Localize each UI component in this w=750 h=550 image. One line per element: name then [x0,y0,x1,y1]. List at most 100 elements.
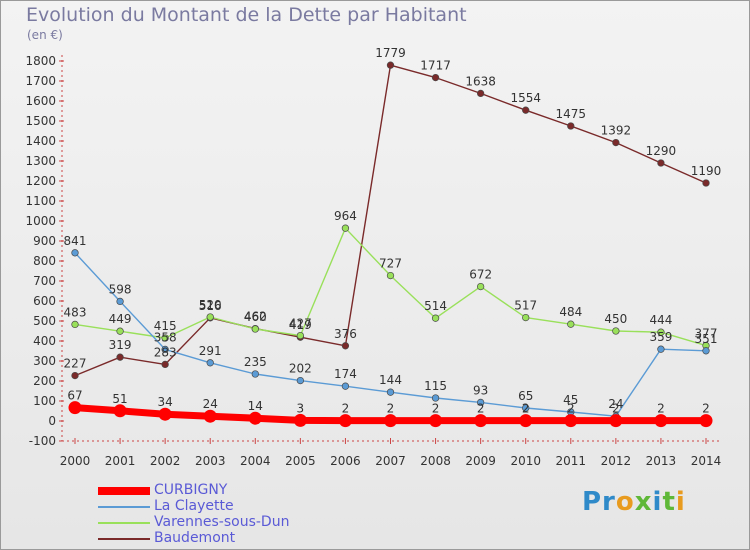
data-point [612,138,620,147]
data-label: 144 [379,373,402,387]
data-point [206,313,214,321]
data-point [657,345,665,353]
x-tick-label: 2004 [240,454,271,468]
data-label: 1779 [375,46,406,60]
x-tick-label: 2003 [195,454,226,468]
data-label: 115 [424,379,447,393]
y-tick-label: 300 [33,354,56,368]
data-point [384,414,397,428]
data-point [161,360,169,369]
legend-label: La Clayette [154,498,234,514]
data-label: 2 [567,402,575,416]
y-tick-label: 1200 [25,174,56,188]
data-point [71,371,79,380]
data-label: 419 [289,318,312,332]
y-tick-label: 200 [33,374,56,388]
data-label: 1638 [465,74,496,88]
data-point [702,179,710,187]
data-label: 174 [334,367,357,381]
data-label: 358 [154,330,177,344]
data-point [386,271,395,280]
legend-item: Varennes-sous-Dun [98,514,318,531]
legend-item: La Clayette [98,498,318,515]
data-label: 1190 [691,164,722,178]
data-label: 450 [604,312,627,326]
data-label: 14 [248,399,263,413]
data-point [429,414,443,428]
data-label: 3 [297,401,305,415]
x-tick-label: 2000 [60,454,91,468]
legend-swatch [98,538,150,540]
y-tick-label: 1800 [25,54,56,68]
data-point [612,327,620,335]
legend-label: Varennes-sous-Dun [154,514,290,530]
y-tick-label: 800 [33,254,56,268]
x-tick-label: 2007 [375,454,406,468]
data-label: 51 [112,392,127,406]
data-point [519,414,533,428]
data-label: 598 [109,282,132,296]
data-point [251,325,259,333]
data-label: 2 [612,402,620,416]
data-point [522,106,530,114]
data-point [476,282,485,291]
data-label: 444 [649,313,672,327]
data-point [296,376,305,385]
y-tick-label: 0 [48,414,56,428]
data-label: 1717 [420,59,451,73]
data-label: 376 [334,327,357,341]
x-tick-label: 2009 [465,454,496,468]
data-point [341,342,350,350]
data-point [699,414,713,428]
x-tick-label: 2005 [285,454,316,468]
data-point [116,297,124,306]
x-tick-label: 2008 [420,454,451,468]
data-point [341,224,350,232]
data-label: 516 [199,299,222,313]
data-point [116,327,124,335]
data-label: 45 [563,393,578,407]
data-label: 2 [657,402,665,416]
data-point [338,414,352,428]
data-point [113,404,127,418]
data-point [386,61,395,69]
data-point [293,413,307,427]
x-tick-label: 2013 [646,454,677,468]
data-label: 1475 [556,107,587,121]
proxiti-logo: Proxiti [582,487,686,517]
data-label: 427 [289,317,312,331]
y-tick-label: 1700 [25,74,56,88]
legend-swatch [98,506,150,508]
data-label: 65 [518,389,533,403]
y-tick-label: 700 [33,274,56,288]
data-label: 517 [514,299,537,313]
data-point [522,404,530,412]
y-tick-label: 1000 [25,214,56,228]
y-tick-label: 1400 [25,134,56,148]
legend-label: Baudemont [154,530,236,546]
legend: CURBIGNY La Clayette Varennes-sous-Dun Baud… [98,482,318,547]
data-point [476,398,485,407]
data-label: 283 [154,345,177,359]
data-label: 34 [158,395,173,409]
data-point [609,414,623,428]
data-label: 319 [109,338,132,352]
data-point [564,414,578,428]
x-tick-label: 2006 [330,454,361,468]
data-point [71,320,79,329]
legend-item: CURBIGNY [98,482,318,499]
data-label: 235 [244,355,267,369]
data-label: 841 [64,234,87,248]
data-point [431,314,440,322]
data-point [657,328,665,336]
legend-label: CURBIGNY [154,482,228,498]
data-point [251,370,259,378]
data-point [161,345,169,354]
chart-unit: (en €) [27,28,63,42]
data-label: 1290 [646,144,677,158]
data-label: 1392 [601,124,632,138]
data-label: 24 [203,397,218,411]
data-label: 1554 [510,91,541,105]
